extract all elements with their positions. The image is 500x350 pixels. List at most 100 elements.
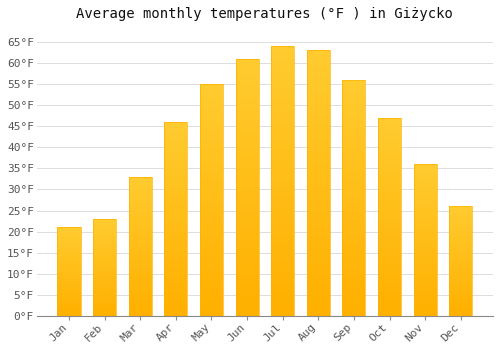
Bar <box>342 217 365 222</box>
Bar <box>58 236 80 238</box>
Bar <box>271 138 294 143</box>
Bar <box>378 268 401 272</box>
Bar <box>306 279 330 284</box>
Bar <box>58 296 80 299</box>
Bar <box>236 162 258 167</box>
Bar <box>93 260 116 262</box>
Bar <box>414 173 436 176</box>
Bar <box>58 281 80 282</box>
Bar <box>271 187 294 192</box>
Bar <box>128 308 152 310</box>
Bar <box>449 294 472 296</box>
Bar <box>93 279 116 281</box>
Bar <box>93 293 116 295</box>
Bar <box>164 254 188 258</box>
Bar <box>378 173 401 177</box>
Bar <box>414 216 436 219</box>
Bar <box>164 238 188 242</box>
Bar <box>449 309 472 312</box>
Bar <box>306 125 330 130</box>
Bar <box>236 141 258 146</box>
Bar <box>236 311 258 316</box>
Bar <box>306 295 330 300</box>
Bar <box>414 243 436 246</box>
Bar <box>306 194 330 199</box>
Bar <box>236 290 258 295</box>
Bar <box>93 301 116 302</box>
Bar <box>128 205 152 208</box>
Bar <box>93 266 116 267</box>
Bar <box>378 177 401 181</box>
Bar <box>236 100 258 105</box>
Bar <box>449 235 472 237</box>
Bar <box>342 174 365 179</box>
Bar <box>236 213 258 218</box>
Bar <box>378 189 401 193</box>
Bar <box>271 192 294 197</box>
Bar <box>58 293 80 295</box>
Bar <box>342 288 365 293</box>
Bar <box>128 302 152 305</box>
Bar <box>306 108 330 114</box>
Bar <box>306 231 330 236</box>
Bar <box>306 162 330 167</box>
Bar <box>200 144 223 149</box>
Bar <box>128 249 152 252</box>
Bar <box>58 256 80 258</box>
Bar <box>164 122 188 316</box>
Bar <box>236 229 258 234</box>
Bar <box>58 295 80 296</box>
Bar <box>342 113 365 118</box>
Bar <box>271 300 294 305</box>
Bar <box>164 122 188 126</box>
Bar <box>342 179 365 184</box>
Bar <box>342 103 365 108</box>
Bar <box>236 275 258 280</box>
Bar <box>306 199 330 204</box>
Bar <box>414 298 436 301</box>
Bar <box>200 89 223 93</box>
Bar <box>164 153 188 157</box>
Bar <box>306 56 330 61</box>
Bar <box>128 313 152 316</box>
Bar <box>271 257 294 262</box>
Bar <box>93 246 116 248</box>
Bar <box>378 126 401 130</box>
Bar <box>414 228 436 231</box>
Bar <box>449 303 472 305</box>
Bar <box>200 84 223 316</box>
Bar <box>236 182 258 187</box>
Bar <box>200 312 223 316</box>
Bar <box>414 265 436 267</box>
Bar <box>236 146 258 151</box>
Bar <box>128 272 152 274</box>
Bar <box>271 197 294 203</box>
Bar <box>414 164 436 167</box>
Bar <box>200 126 223 130</box>
Bar <box>414 304 436 307</box>
Bar <box>271 100 294 105</box>
Bar <box>128 241 152 244</box>
Bar <box>306 210 330 215</box>
Bar <box>58 238 80 240</box>
Bar <box>58 277 80 279</box>
Bar <box>200 168 223 172</box>
Bar <box>236 90 258 95</box>
Bar <box>342 245 365 250</box>
Bar <box>200 84 223 89</box>
Bar <box>414 313 436 316</box>
Bar <box>93 227 116 229</box>
Bar <box>164 285 188 289</box>
Bar <box>342 132 365 136</box>
Bar <box>93 252 116 254</box>
Bar <box>449 244 472 246</box>
Bar <box>271 181 294 187</box>
Bar <box>449 268 472 270</box>
Bar <box>378 284 401 288</box>
Bar <box>164 145 188 149</box>
Bar <box>128 230 152 232</box>
Bar <box>236 79 258 84</box>
Bar <box>128 244 152 246</box>
Bar <box>378 118 401 122</box>
Bar <box>449 285 472 288</box>
